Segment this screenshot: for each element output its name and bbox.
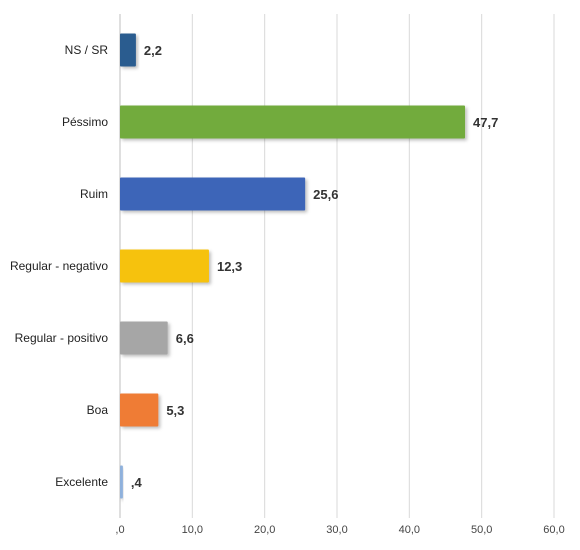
x-tick-label: 60,0 [543,524,564,536]
data-label: 5,3 [166,403,184,418]
category-label: Regular - negativo [10,259,108,273]
x-tick-label: 20,0 [254,524,275,536]
bars [120,33,466,499]
bar-6 [120,465,123,499]
bar-1 [120,105,466,139]
category-label: NS / SR [65,43,109,57]
x-tick-label: 30,0 [326,524,347,536]
data-label: 6,6 [176,331,194,346]
data-label: 2,2 [144,43,162,58]
data-label: ,4 [131,475,143,490]
data-label: 25,6 [313,187,338,202]
x-tick-label: 40,0 [399,524,420,536]
labels: ,0 10,0 20,0 30,0 40,0 50,0 60,0 NS / SR 2,2 Péss… [10,43,565,536]
x-tick-label: 50,0 [471,524,492,536]
bar-3 [120,249,209,283]
data-label: 12,3 [217,259,242,274]
category-label: Boa [87,403,109,417]
category-label: Ruim [80,187,108,201]
category-label: Regular - positivo [15,331,109,345]
bar-0 [120,33,136,67]
category-label: Excelente [55,475,108,489]
category-label: Péssimo [62,115,108,129]
bar-2 [120,177,306,211]
data-label: 47,7 [473,115,498,130]
x-tick-label: 10,0 [182,524,203,536]
bar-5 [120,393,159,427]
gridlines [119,14,555,518]
x-tick-label: ,0 [115,524,124,536]
bar-4 [120,321,168,355]
